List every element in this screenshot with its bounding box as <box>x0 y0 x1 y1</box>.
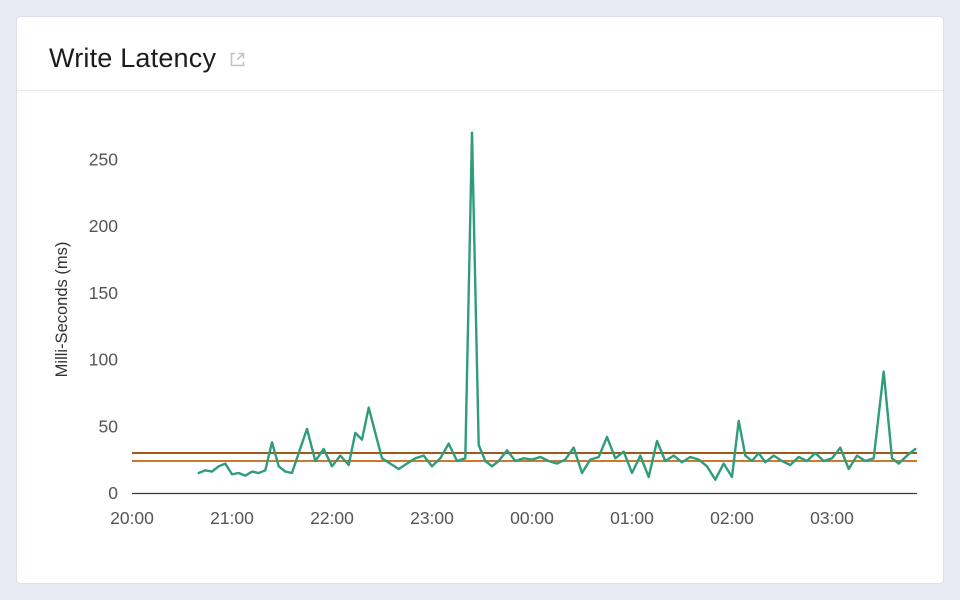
page-title: Write Latency <box>49 43 217 73</box>
y-tick-label: 50 <box>99 416 119 436</box>
x-tick-label: 22:00 <box>310 508 354 528</box>
x-tick-label: 21:00 <box>210 508 254 528</box>
series-write-latency-ms <box>197 131 917 481</box>
x-tick-label: 20:00 <box>110 508 154 528</box>
y-tick-label: 250 <box>89 149 118 169</box>
x-tick-label: 23:00 <box>410 508 454 528</box>
y-tick-label: 150 <box>89 283 118 303</box>
y-axis-title: Milli-Seconds (ms) <box>53 242 71 378</box>
x-tick-label: 03:00 <box>810 508 854 528</box>
external-link-icon[interactable] <box>228 50 247 69</box>
x-tick-label: 01:00 <box>610 508 654 528</box>
write-latency-panel: Write Latency 0 50 100 150 200 250 20:00 21:00 2… <box>16 16 944 584</box>
panel-header: Write Latency <box>17 17 943 91</box>
y-tick-label: 200 <box>89 216 118 236</box>
y-tick-label: 0 <box>108 483 118 503</box>
chart-container: 0 50 100 150 200 250 20:00 21:00 22:00 23:00 00:00… <box>17 91 943 566</box>
latency-line-chart: 0 50 100 150 200 250 20:00 21:00 22:00 23:00 00:00… <box>53 131 917 528</box>
x-tick-label: 00:00 <box>510 508 554 528</box>
x-tick-label: 02:00 <box>710 508 754 528</box>
y-tick-label: 100 <box>89 350 118 370</box>
